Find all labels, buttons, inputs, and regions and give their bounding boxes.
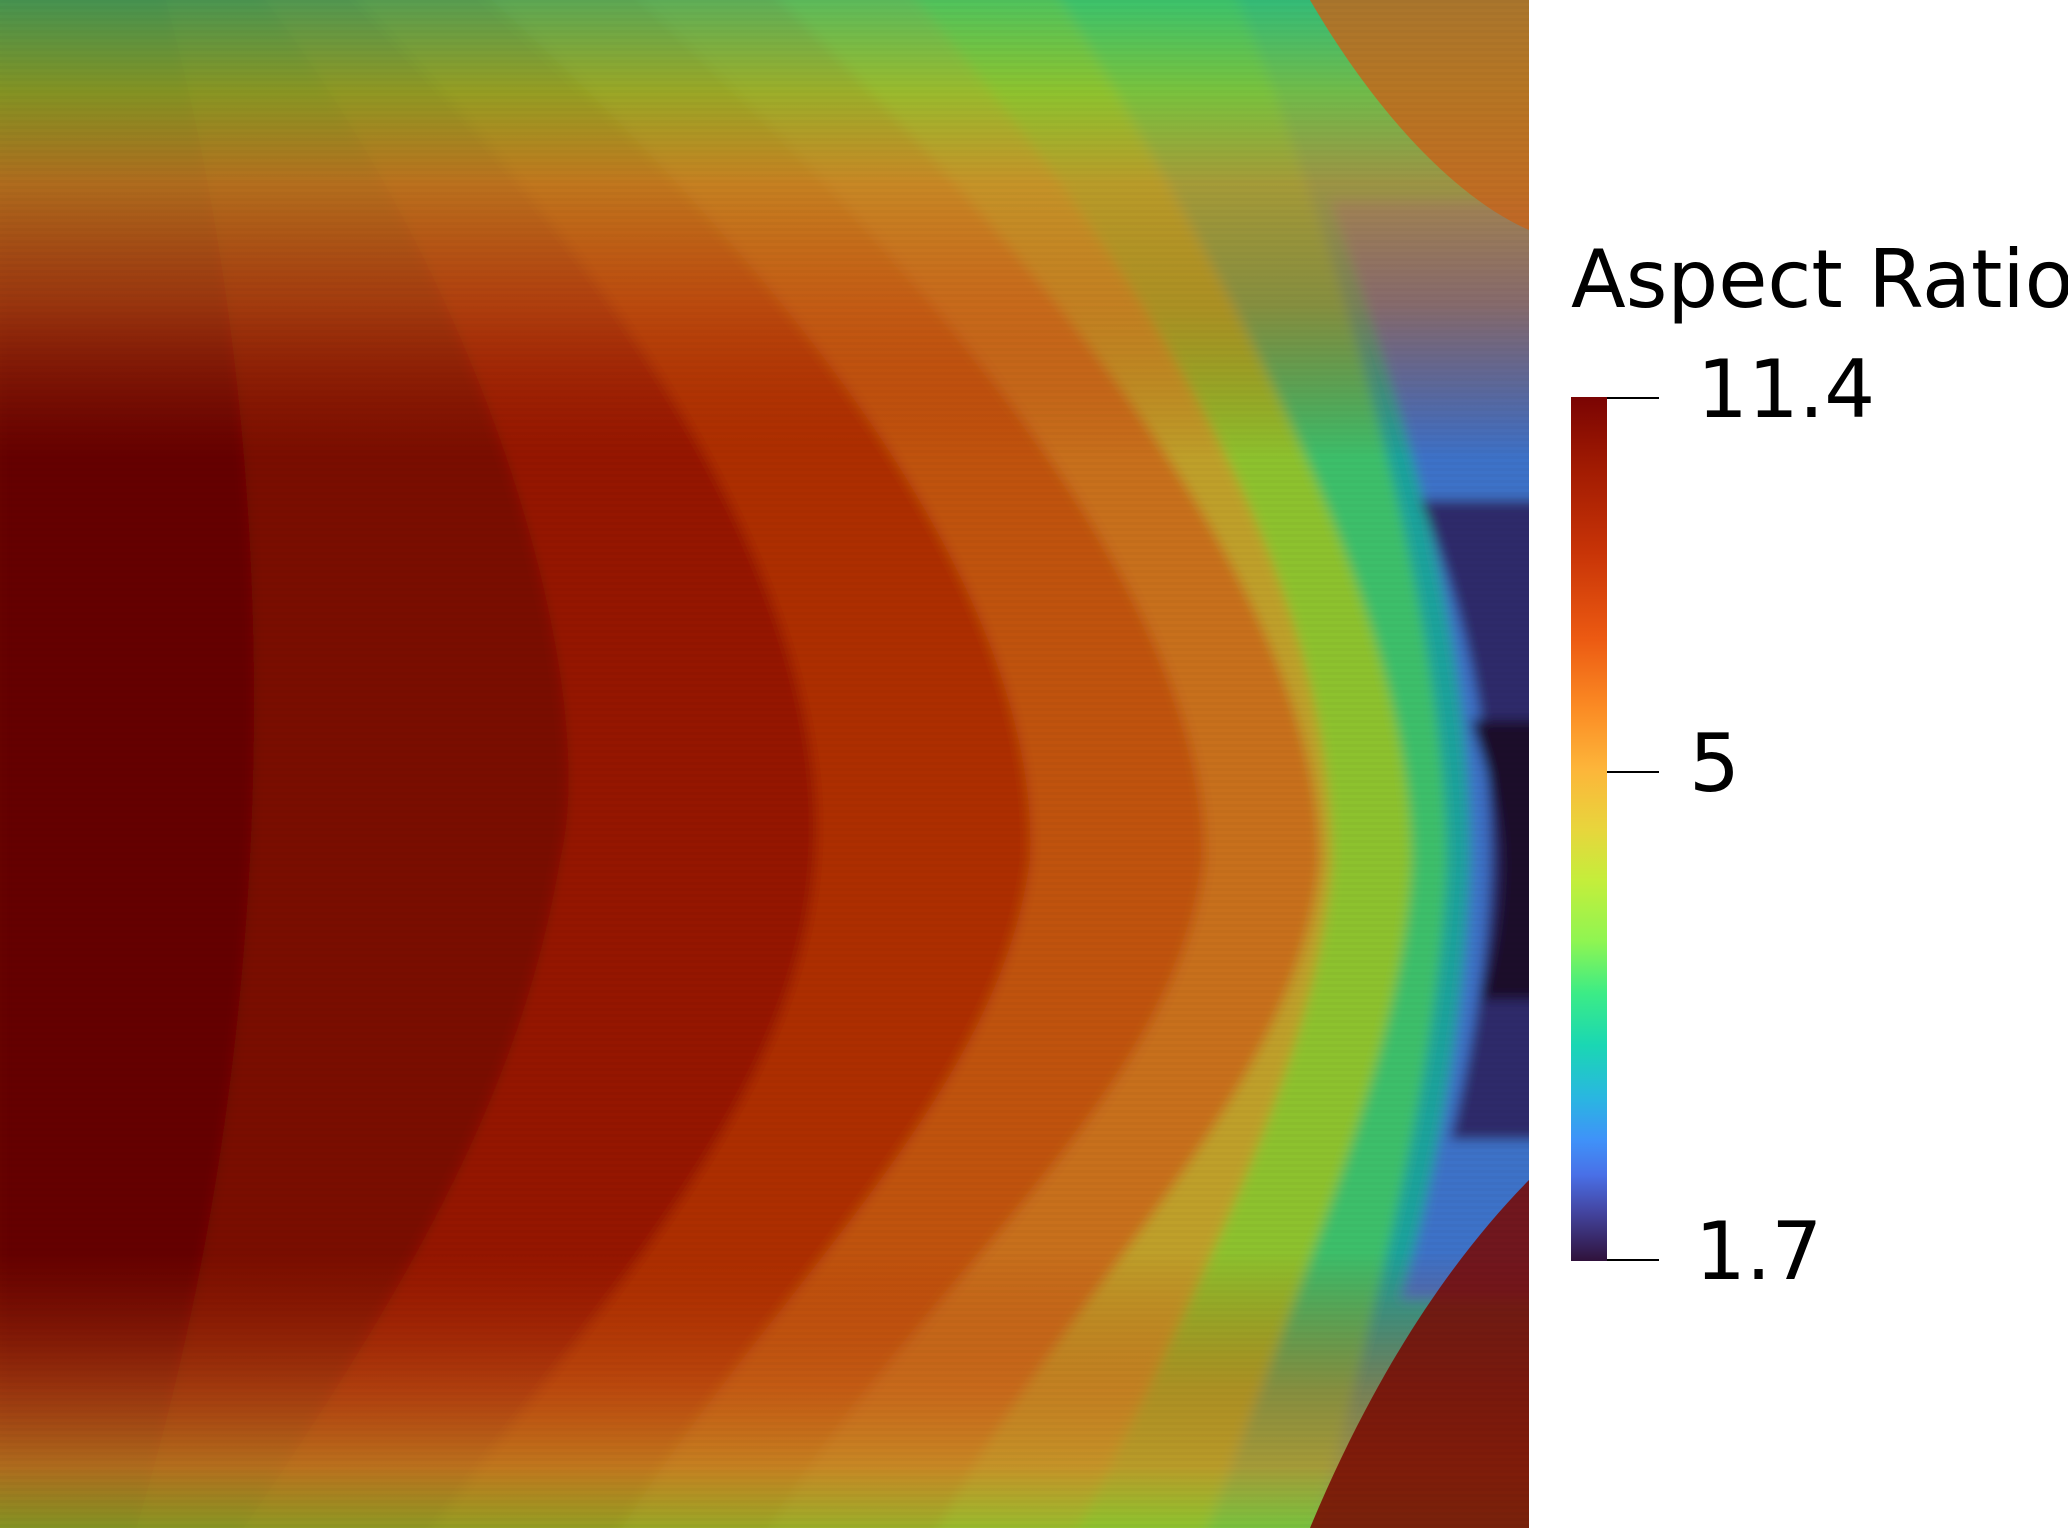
colorbar (1571, 397, 1607, 1261)
aspect-ratio-field (0, 0, 1529, 1528)
legend-min-label: 1.7 (1695, 1205, 1823, 1298)
legend-max-label: 11.4 (1697, 343, 1876, 436)
tick-mid (1607, 771, 1659, 773)
render-viewport[interactable] (0, 0, 1529, 1528)
legend-title: Aspect Ratio (1571, 233, 2068, 326)
tick-max (1607, 397, 1659, 399)
color-legend: Aspect Ratio 11.4 5 1.7 (1529, 0, 2068, 1528)
mesh-stripes (0, 0, 1529, 1528)
legend-mid-label: 5 (1689, 717, 1740, 810)
tick-min (1607, 1259, 1659, 1261)
